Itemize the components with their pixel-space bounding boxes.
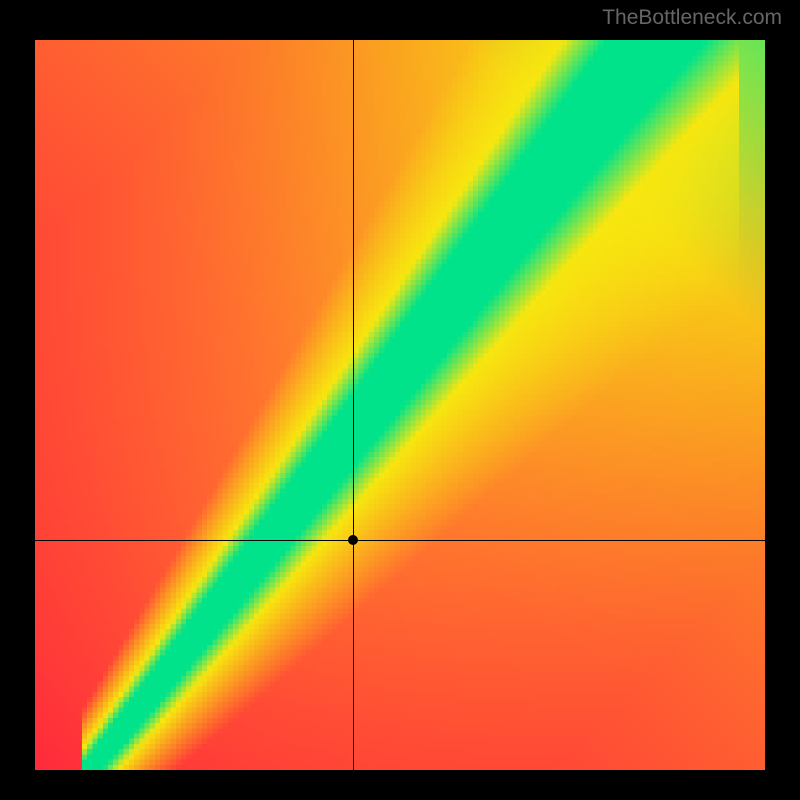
heatmap-canvas [35, 40, 765, 770]
figure-container: TheBottleneck.com [0, 0, 800, 800]
watermark-text: TheBottleneck.com [602, 6, 782, 30]
crosshair-marker [348, 535, 358, 545]
crosshair-horizontal [35, 540, 765, 541]
crosshair-vertical [353, 40, 354, 770]
heatmap-plot [35, 40, 765, 770]
